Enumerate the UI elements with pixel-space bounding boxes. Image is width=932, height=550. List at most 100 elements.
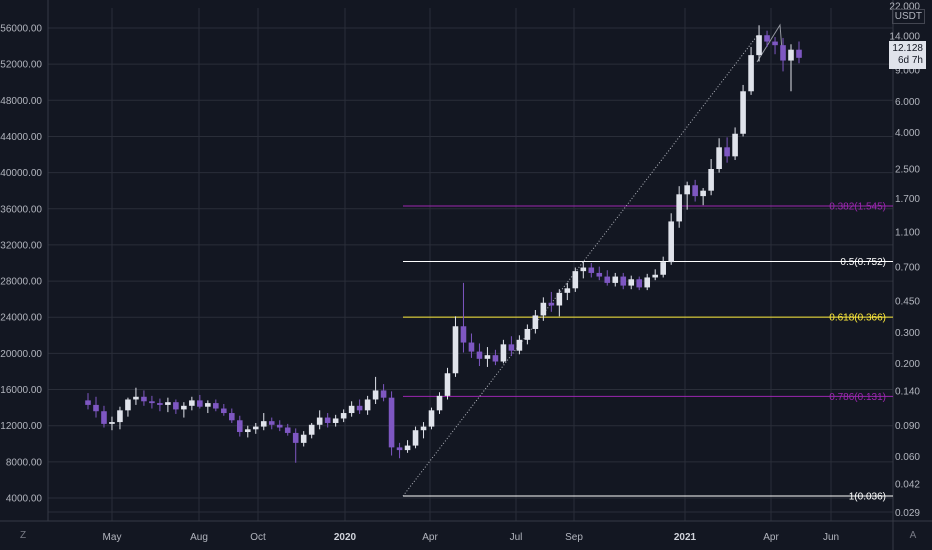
candle-body	[620, 276, 627, 286]
fib-level-label: 0.5(0.752)	[840, 257, 886, 268]
candle-body	[173, 402, 179, 410]
candle-body	[748, 55, 754, 92]
candle-body	[588, 267, 595, 273]
right-axis-label: 0.060	[895, 452, 920, 463]
right-axis-label: 4.000	[895, 128, 920, 139]
candle-body	[716, 147, 722, 169]
candle-body	[612, 276, 619, 283]
fib-trend-handle	[756, 23, 783, 63]
x-axis-label: 2020	[334, 532, 357, 543]
candle-body	[300, 434, 307, 443]
candle-body	[444, 373, 451, 396]
left-axis-label: 8000.00	[6, 457, 43, 468]
fib-trend-line	[402, 35, 758, 497]
candle-body	[732, 133, 738, 157]
candle-body	[516, 339, 523, 351]
fib-level-label: 0.382(1.545)	[829, 202, 886, 213]
left-axis-label: 56000.00	[0, 24, 42, 35]
right-axis-label: 0.042	[895, 480, 920, 491]
x-axis-label: Apr	[763, 532, 779, 543]
candle-body	[308, 424, 315, 435]
candle-body	[213, 403, 219, 409]
candle-body	[724, 147, 730, 157]
candle-body	[165, 402, 171, 405]
candle-body	[460, 326, 467, 343]
x-axis-label: Jul	[510, 532, 523, 543]
candle-body	[548, 302, 555, 306]
candle-body	[236, 420, 243, 433]
right-axis-label: 0.029	[895, 508, 920, 519]
candle-body	[452, 326, 459, 374]
candle-body	[652, 274, 658, 278]
candle-body	[508, 344, 515, 351]
candle-body	[532, 315, 539, 329]
currency-label[interactable]: USDT	[891, 9, 925, 24]
candle-body	[292, 432, 299, 443]
left-axis-label: 44000.00	[0, 132, 42, 143]
candle-body	[604, 276, 611, 283]
right-axis-label: 9.000	[895, 66, 920, 77]
right-axis-label: 0.300	[895, 328, 920, 339]
candle-body	[772, 41, 778, 46]
right-axis-label: 14.000	[889, 32, 920, 43]
candle-body	[420, 426, 427, 431]
left-axis-label: 36000.00	[0, 204, 42, 215]
candle-body	[644, 277, 651, 288]
candle-body	[676, 194, 682, 222]
left-axis-label: 12000.00	[0, 421, 42, 432]
candle-body	[276, 424, 283, 428]
candle-body	[197, 400, 203, 407]
candle-body	[708, 169, 714, 191]
x-axis-label: 2021	[674, 532, 697, 543]
candle-body	[268, 421, 275, 425]
x-axis-label: Jun	[823, 532, 839, 543]
x-axis-label: Apr	[422, 532, 438, 543]
right-axis-label: 22.000	[889, 2, 920, 13]
candle-body	[692, 185, 698, 197]
candle-body	[348, 405, 355, 414]
left-axis-label: 24000.00	[0, 313, 42, 324]
candle-body	[332, 418, 339, 423]
candle-body	[284, 427, 291, 433]
candle-body	[324, 417, 331, 423]
zoom-button[interactable]: Z	[19, 530, 27, 541]
left-axis-label: 4000.00	[6, 494, 43, 505]
candle-body	[133, 396, 139, 400]
candle-body	[117, 410, 123, 423]
candle-body	[388, 397, 395, 448]
candle-body	[372, 390, 379, 400]
candle-body	[636, 279, 643, 288]
candle-body	[412, 430, 419, 446]
candle-body	[700, 190, 706, 197]
right-axis-label: 0.200	[895, 359, 920, 370]
candle-body	[260, 421, 267, 427]
candle-body	[101, 411, 107, 424]
candle-body	[244, 429, 251, 433]
left-axis-label: 16000.00	[0, 385, 42, 396]
candle-body	[540, 302, 547, 316]
right-axis-label: 2.500	[895, 164, 920, 175]
right-axis-label: 0.140	[895, 387, 920, 398]
left-axis-label: 20000.00	[0, 349, 42, 360]
candle-countdown: 6d 7h	[897, 55, 923, 66]
auto-scale-button[interactable]: A	[909, 530, 917, 541]
candle-body	[564, 288, 571, 293]
candle-body	[181, 405, 187, 410]
candle-body	[668, 221, 674, 263]
candle-body	[484, 355, 491, 359]
candle-body	[364, 399, 371, 411]
x-axis-label: Oct	[250, 532, 266, 543]
candle-body	[780, 45, 786, 61]
candle-body	[476, 351, 483, 359]
left-axis-label: 40000.00	[0, 168, 42, 179]
left-axis-label: 28000.00	[0, 277, 42, 288]
candle-body	[740, 91, 746, 134]
x-axis-label: Sep	[565, 532, 583, 543]
left-axis-label: 48000.00	[0, 96, 42, 107]
candle-body	[580, 267, 587, 272]
candle-body	[109, 422, 115, 424]
candle-body	[660, 262, 666, 275]
x-axis-label: Aug	[190, 532, 208, 543]
